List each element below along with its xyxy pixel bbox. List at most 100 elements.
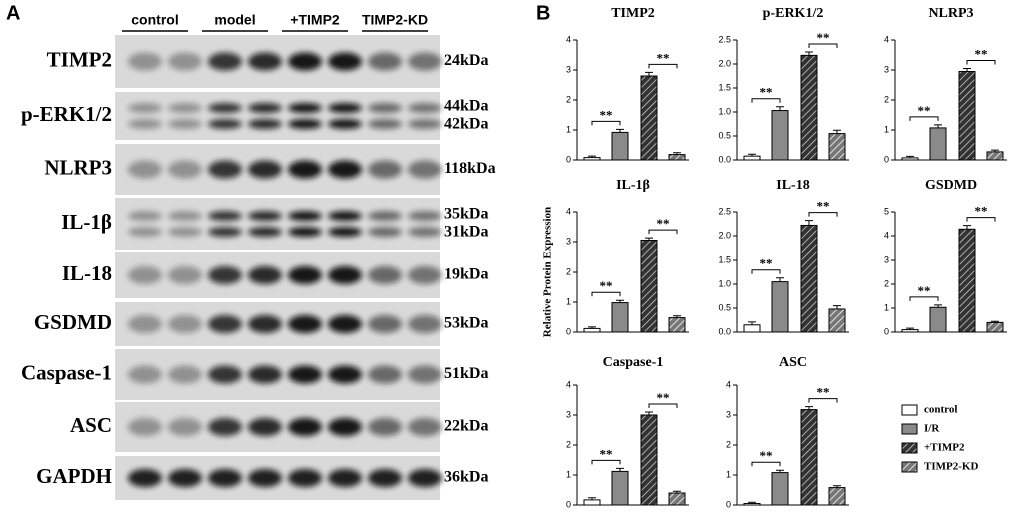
kda-label: 44kDa: [444, 98, 488, 115]
bar: [929, 127, 947, 161]
blot-band: [288, 315, 322, 333]
sig-bracket: [648, 63, 678, 69]
protein-label: ASC: [70, 413, 112, 437]
bar: [583, 327, 601, 333]
y-tick-label: 4: [566, 34, 571, 44]
error-bar: [776, 469, 784, 473]
blot-band: [248, 315, 282, 333]
blot-band: [288, 103, 322, 113]
bar: [771, 472, 789, 506]
sig-bracket: [966, 60, 996, 65]
y-tick-label: 1.0: [718, 106, 731, 116]
blot-band: [328, 315, 362, 333]
sig-bracket: [966, 217, 996, 222]
bar: [800, 54, 818, 161]
blot-band: [368, 103, 402, 113]
blot-band: [128, 418, 162, 436]
chart-title: Caspase-1: [603, 355, 664, 370]
bar: [611, 302, 629, 333]
chart-title: p-ERK1/2: [763, 6, 824, 21]
bar: [640, 240, 658, 333]
y-tick-label: 1: [566, 469, 571, 479]
error-bar: [588, 155, 596, 158]
sig-label: **: [817, 385, 830, 400]
error-bar: [934, 124, 942, 128]
blot-band: [368, 119, 402, 129]
error-bar: [805, 220, 813, 226]
sig-label: **: [760, 448, 773, 463]
blot-band: [408, 160, 442, 179]
error-bar: [673, 315, 681, 318]
error-bar: [991, 320, 999, 323]
blot-band: [408, 119, 442, 129]
error-bar: [748, 321, 756, 325]
y-tick-label: 2.0: [718, 230, 731, 240]
protein-label: NLRP3: [44, 155, 112, 179]
blot-band: [248, 119, 282, 129]
protein-label: p-ERK1/2: [21, 102, 112, 126]
error-bar: [645, 237, 653, 241]
sig-label: **: [760, 85, 773, 100]
blot-band: [288, 211, 322, 221]
y-tick-label: 2: [726, 439, 731, 449]
y-tick-label: 1: [884, 124, 889, 134]
group-label: +TIMP2: [290, 12, 340, 28]
legend-label: TIMP2-KD: [924, 461, 978, 473]
sig-label: **: [975, 204, 988, 219]
y-tick-label: 0.0: [718, 154, 731, 164]
error-bar: [833, 485, 841, 488]
error-bar: [906, 327, 914, 330]
y-tick-label: 1: [884, 302, 889, 312]
protein-label: TIMP2: [47, 47, 112, 71]
blot-band: [368, 211, 402, 221]
y-tick-label: 4: [884, 34, 889, 44]
blot-band: [368, 469, 402, 487]
group-label: model: [214, 12, 255, 28]
y-tick-label: 0.5: [718, 130, 731, 140]
blot-band: [408, 52, 442, 71]
kda-label: 24kDa: [444, 52, 488, 69]
blot-band: [368, 315, 402, 333]
y-axis-label: Relative Protein Expression: [542, 207, 554, 337]
legend-label: +TIMP2: [924, 442, 965, 454]
y-tick-label: 2.5: [718, 206, 731, 216]
bar: [583, 157, 601, 161]
blot-band: [368, 52, 402, 71]
chart-title: IL-1β: [616, 178, 650, 193]
chart-title: ASC: [779, 355, 807, 370]
kda-label: 53kDa: [444, 315, 488, 332]
blot-band: [248, 211, 282, 221]
blot-strip: [115, 198, 440, 250]
bar: [986, 321, 1004, 333]
blot-band: [328, 103, 362, 113]
sig-label: **: [975, 46, 988, 61]
y-tick-label: 1: [726, 469, 731, 479]
protein-label: IL-18: [62, 261, 112, 285]
bar: [901, 157, 919, 161]
bar: [771, 110, 789, 161]
blot-band: [208, 418, 242, 436]
sig-bracket: [909, 296, 939, 301]
sig-bracket: [909, 116, 939, 121]
blot-band: [168, 103, 202, 113]
y-tick-label: 0.0: [718, 326, 731, 336]
blot-band: [328, 227, 362, 237]
error-bar: [588, 326, 596, 329]
blot-band: [128, 365, 162, 384]
blot-band: [208, 103, 242, 113]
sig-label: **: [657, 216, 670, 231]
blot-band: [168, 266, 202, 284]
kda-label: 35kDa: [444, 206, 488, 223]
y-tick-label: 2: [884, 94, 889, 104]
blot-band: [248, 418, 282, 436]
y-tick-label: 1.5: [718, 254, 731, 264]
protein-label: Caspase-1: [21, 360, 112, 384]
y-tick-label: 3: [566, 409, 571, 419]
blot-band: [328, 266, 362, 284]
sig-label: **: [760, 256, 773, 271]
error-bar: [616, 467, 624, 472]
bar: [611, 131, 629, 161]
error-bar: [776, 106, 784, 111]
y-tick-label: 4: [566, 379, 571, 389]
sig-label: **: [817, 30, 830, 45]
